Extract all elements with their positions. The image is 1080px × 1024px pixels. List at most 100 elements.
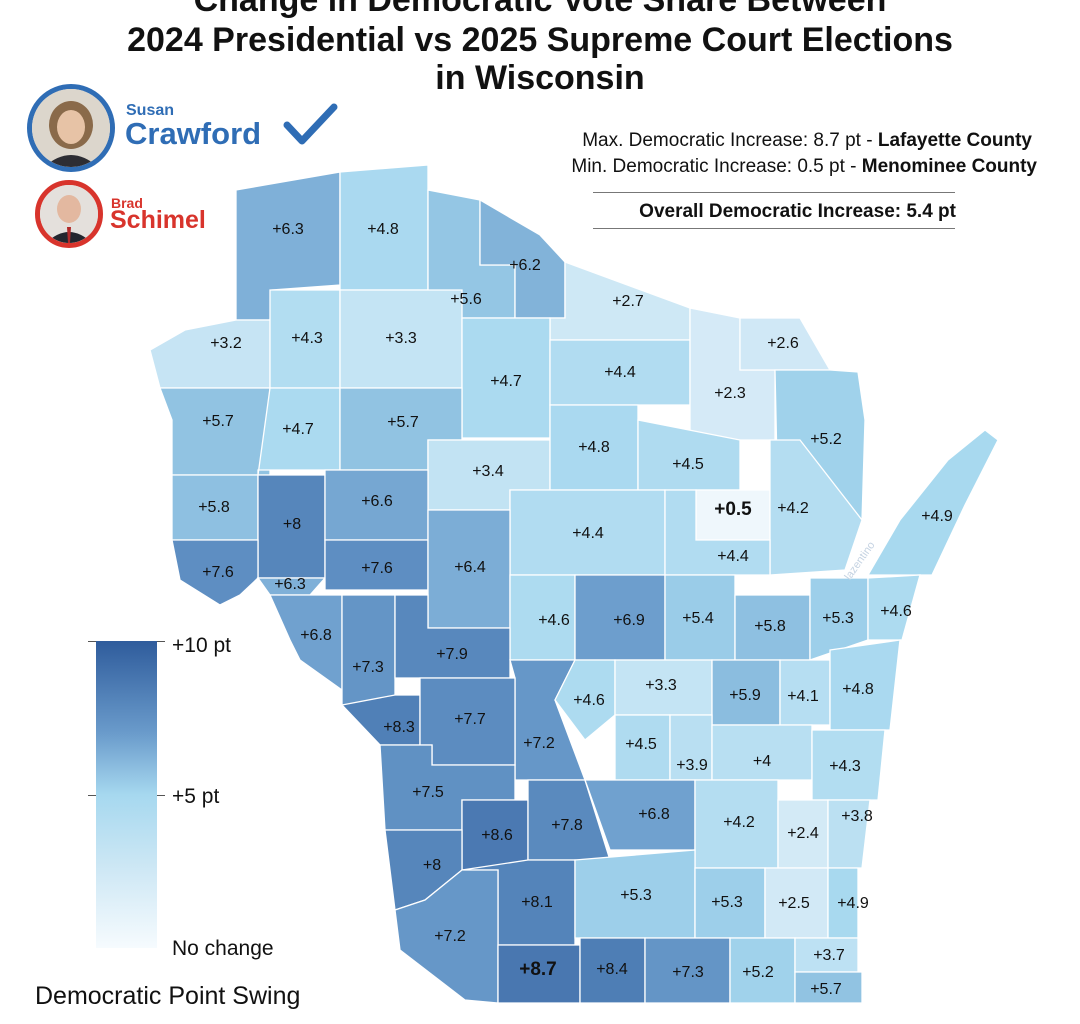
county-label-dane: +5.3 [620, 887, 652, 904]
county-label-lafayette: +8.7 [519, 959, 557, 980]
county-label-adams: +4.6 [573, 692, 605, 709]
title-line-1: Change in Democratic Vote Share Between [193, 0, 887, 19]
county-label-jefferson: +5.3 [711, 894, 743, 911]
county-label-dodge: +4.2 [723, 814, 755, 831]
legend-tick [157, 641, 165, 642]
legend-mid-label: +5 pt [172, 785, 220, 808]
legend-tick [88, 641, 96, 642]
county-label-calumet: +4.1 [787, 688, 819, 705]
county-label-walworth: +5.2 [742, 964, 774, 981]
county-label-ashland: +5.6 [450, 291, 482, 308]
candidate-last-name: Crawford [125, 116, 262, 151]
county-label-douglas: +6.3 [272, 221, 304, 238]
county-label-burnett: +3.2 [210, 335, 242, 352]
min-increase-county: Menominee County [861, 156, 1037, 177]
county-label-monroe: +7.7 [454, 711, 486, 728]
county-label-richland: +8.6 [481, 827, 513, 844]
county-label-vilas: +2.7 [612, 293, 644, 310]
county-label-menominee: +0.5 [714, 499, 752, 520]
county-label-marathon: +4.4 [572, 525, 604, 542]
county-ozaukee [827, 799, 871, 869]
county-label-vernon: +7.5 [412, 784, 444, 801]
county-label-winnebago: +5.9 [729, 687, 761, 704]
county-barron [257, 387, 341, 476]
county-label-iowa: +8.1 [521, 894, 553, 911]
county-label-chippewa: +6.6 [361, 493, 393, 510]
county-label-brown: +5.3 [822, 610, 854, 627]
max-increase-county: Lafayette County [877, 130, 1032, 151]
county-label-kewaunee: +4.6 [880, 603, 912, 620]
min-increase-text: Min. Democratic Increase: 0.5 pt - [571, 156, 862, 177]
county-label-milwaukee: +4.9 [837, 895, 869, 912]
county-label-pierce: +7.6 [202, 564, 234, 581]
divider [593, 192, 955, 193]
county-label-bayfield: +4.8 [367, 221, 399, 238]
county-oconto [769, 439, 863, 576]
county-label-fonddulac: +4 [753, 753, 771, 770]
county-label-oneida: +4.4 [604, 364, 636, 381]
county-label-shawano: +4.4 [717, 548, 749, 565]
county-buffalo [268, 594, 343, 692]
county-burnett [149, 319, 271, 389]
county-label-langlade: +4.5 [672, 456, 704, 473]
county-jackson [394, 594, 511, 679]
overall-increase-stat: Overall Democratic Increase: 5.4 pt [639, 201, 956, 222]
county-label-forest: +2.3 [714, 385, 746, 402]
county-label-clark: +6.4 [454, 559, 486, 576]
candidate-first-name: Susan [126, 102, 175, 119]
checkmark-icon [283, 103, 338, 145]
legend-max-label: +10 pt [172, 634, 231, 657]
county-label-green: +8.4 [596, 961, 628, 978]
max-increase-stat: Max. Democratic Increase: 8.7 pt - Lafay… [582, 130, 1032, 152]
county-grant [394, 869, 499, 1004]
legend-tick [157, 795, 165, 796]
title-line-2: 2024 Presidential vs 2025 Supreme Court … [127, 21, 953, 59]
county-label-trempealeau: +7.3 [352, 659, 384, 676]
county-label-manitowoc: +4.8 [842, 681, 874, 698]
county-label-kenosha: +5.7 [810, 981, 842, 998]
county-label-marinette: +5.2 [810, 431, 842, 448]
county-label-marquette: +4.5 [625, 736, 657, 753]
candidate-first-name: Brad [111, 195, 143, 211]
county-label-rock: +7.3 [672, 964, 704, 981]
county-label-stcroix: +5.8 [198, 499, 230, 516]
county-label-wood: +4.6 [538, 612, 570, 629]
county-label-jackson: +7.9 [436, 646, 468, 663]
county-sheboygan [811, 729, 886, 801]
county-kenosha [794, 971, 863, 1004]
title-line-3: in Wisconsin [435, 59, 645, 97]
county-label-lacrosse: +8.3 [383, 719, 415, 736]
county-label-pepin: +6.3 [274, 576, 306, 593]
county-label-door: +4.9 [921, 508, 953, 525]
county-label-sauk: +7.8 [551, 817, 583, 834]
county-label-portage: +6.9 [613, 612, 645, 629]
county-label-grant: +7.2 [434, 928, 466, 945]
county-label-eauclaire: +7.6 [361, 560, 393, 577]
county-trempealeau [341, 594, 396, 706]
county-label-sawyer: +3.3 [385, 330, 417, 347]
county-label-waukesha: +2.5 [778, 895, 810, 912]
county-label-oconto: +4.2 [777, 500, 809, 517]
county-label-buffalo: +6.8 [300, 627, 332, 644]
county-label-taylor: +3.4 [472, 463, 504, 480]
county-manitowoc [829, 639, 901, 731]
min-increase-stat: Min. Democratic Increase: 0.5 pt - Menom… [571, 156, 1037, 178]
county-label-sheboygan: +4.3 [829, 758, 861, 775]
legend-tick [88, 795, 96, 796]
legend-min-label: No change [172, 937, 274, 960]
county-label-crawford: +8 [423, 857, 441, 874]
county-label-columbia: +6.8 [638, 806, 670, 823]
avatar [27, 84, 115, 172]
avatar [35, 180, 103, 248]
county-label-outagamie: +5.8 [754, 618, 786, 635]
county-labels: +6.3 +4.8 +5.6 +6.2 +2.7 +3.2 +4.3 +3.3 +4.7 +4.4… [198, 221, 953, 998]
county-label-waushara: +3.3 [645, 677, 677, 694]
county-kewaunee [867, 574, 921, 641]
county-door [866, 429, 999, 576]
candidate-last-name: Schimel [110, 206, 206, 234]
county-label-florence: +2.6 [767, 335, 799, 352]
county-adams [554, 659, 616, 741]
county-label-rusk: +5.7 [387, 414, 419, 431]
county-label-ozaukee: +3.8 [841, 808, 873, 825]
county-label-racine: +3.7 [813, 947, 845, 964]
